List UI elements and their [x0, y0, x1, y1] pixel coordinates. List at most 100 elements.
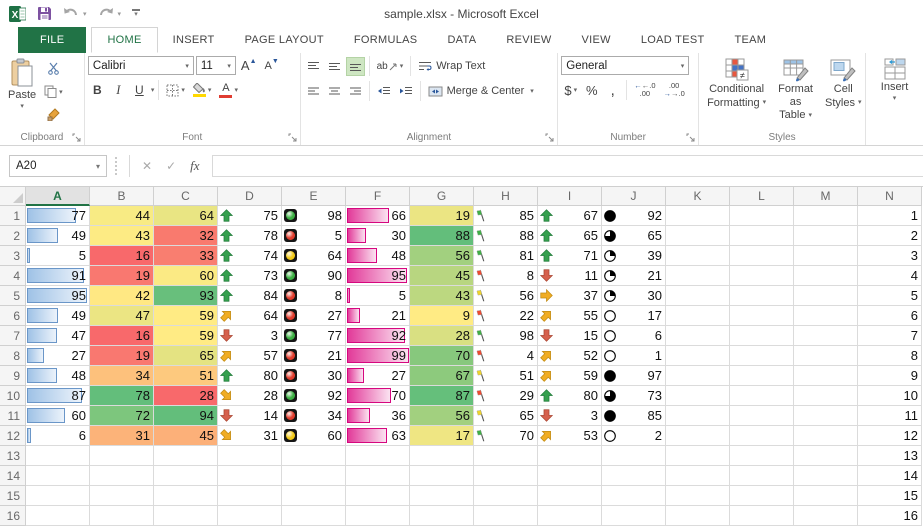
number-format-combo[interactable]: General ▾	[561, 56, 690, 75]
font-size-combo[interactable]: 11 ▾	[195, 56, 236, 75]
cell-i10[interactable]: 80	[538, 386, 602, 406]
cell-d1[interactable]: 75	[218, 206, 282, 226]
cell-f13[interactable]	[346, 446, 410, 466]
orientation-button[interactable]: ab ▾	[376, 60, 404, 72]
cell-d2[interactable]: 78	[218, 226, 282, 246]
cell-g12[interactable]: 17	[410, 426, 474, 446]
save-icon[interactable]	[37, 6, 52, 21]
row-header-11[interactable]: 11	[0, 406, 26, 426]
cell-d7[interactable]: 3	[218, 326, 282, 346]
cell-a7[interactable]: 47	[26, 326, 90, 346]
cell-l7[interactable]	[730, 326, 794, 346]
underline-button[interactable]: U	[135, 83, 144, 97]
cell-j8[interactable]: 1	[602, 346, 666, 366]
paste-dropdown-icon[interactable]: ▾	[20, 102, 24, 110]
align-right-button[interactable]	[346, 82, 365, 101]
insert-dropdown-icon[interactable]: ▾	[892, 94, 897, 102]
row-header-3[interactable]: 3	[0, 246, 26, 266]
cell-n8[interactable]: 8	[858, 346, 922, 366]
cell-k6[interactable]	[666, 306, 730, 326]
cell-g13[interactable]	[410, 446, 474, 466]
cell-a12[interactable]: 6	[26, 426, 90, 446]
cell-b15[interactable]	[90, 486, 154, 506]
row-header-2[interactable]: 2	[0, 226, 26, 246]
cell-c1[interactable]: 64	[154, 206, 218, 226]
row-header-15[interactable]: 15	[0, 486, 26, 506]
cell-f14[interactable]	[346, 466, 410, 486]
cell-e11[interactable]: 34	[282, 406, 346, 426]
cell-e12[interactable]: 60	[282, 426, 346, 446]
cell-l13[interactable]	[730, 446, 794, 466]
cell-l2[interactable]	[730, 226, 794, 246]
cell-b8[interactable]: 19	[90, 346, 154, 366]
redo-dropdown-icon[interactable]: ▾	[117, 10, 122, 18]
cell-e13[interactable]	[282, 446, 346, 466]
cell-a10[interactable]: 87	[26, 386, 90, 406]
cell-d4[interactable]: 73	[218, 266, 282, 286]
cell-h10[interactable]: 29	[474, 386, 538, 406]
chevron-down-icon[interactable]: ▾	[762, 98, 767, 106]
cell-c13[interactable]	[154, 446, 218, 466]
cell-b1[interactable]: 44	[90, 206, 154, 226]
cell-n11[interactable]: 11	[858, 406, 922, 426]
cell-k15[interactable]	[666, 486, 730, 506]
cell-l9[interactable]	[730, 366, 794, 386]
insert-cells-button[interactable]: Insert ▾	[876, 56, 914, 105]
cell-e15[interactable]	[282, 486, 346, 506]
cell-m1[interactable]	[794, 206, 858, 226]
cell-l15[interactable]	[730, 486, 794, 506]
cell-j7[interactable]: 6	[602, 326, 666, 346]
merge-center-dropdown-icon[interactable]: ▾	[530, 88, 534, 95]
cell-h3[interactable]: 81	[474, 246, 538, 266]
cell-b2[interactable]: 43	[90, 226, 154, 246]
cell-c2[interactable]: 32	[154, 226, 218, 246]
cell-f8[interactable]: 99	[346, 346, 410, 366]
cell-b11[interactable]: 72	[90, 406, 154, 426]
format-as-table-button[interactable]: Format as Table ▾	[773, 56, 818, 124]
cell-n7[interactable]: 7	[858, 326, 922, 346]
row-header-4[interactable]: 4	[0, 266, 26, 286]
cut-button[interactable]	[41, 59, 66, 78]
cell-m14[interactable]	[794, 466, 858, 486]
cell-a3[interactable]: 5	[26, 246, 90, 266]
cell-j14[interactable]	[602, 466, 666, 486]
cell-c3[interactable]: 33	[154, 246, 218, 266]
cell-m13[interactable]	[794, 446, 858, 466]
formula-input[interactable]	[212, 155, 923, 177]
row-header-16[interactable]: 16	[0, 506, 26, 526]
cell-f1[interactable]: 66	[346, 206, 410, 226]
column-header-a[interactable]: A	[26, 187, 90, 206]
cell-i3[interactable]: 71	[538, 246, 602, 266]
cell-h5[interactable]: 56	[474, 286, 538, 306]
cell-n1[interactable]: 1	[858, 206, 922, 226]
cell-l10[interactable]	[730, 386, 794, 406]
undo-icon[interactable]	[63, 7, 79, 20]
column-header-h[interactable]: H	[474, 187, 538, 206]
cell-h9[interactable]: 51	[474, 366, 538, 386]
align-center-button[interactable]	[325, 82, 344, 101]
cell-m2[interactable]	[794, 226, 858, 246]
comma-style-button[interactable]: ,	[610, 81, 615, 99]
cell-i5[interactable]: 37	[538, 286, 602, 306]
cell-n12[interactable]: 12	[858, 426, 922, 446]
cell-h8[interactable]: 4	[474, 346, 538, 366]
cell-h7[interactable]: 98	[474, 326, 538, 346]
conditional-formatting-button[interactable]: ≠ Conditional Formatting ▾	[702, 56, 771, 111]
cell-i15[interactable]	[538, 486, 602, 506]
cell-h16[interactable]	[474, 506, 538, 526]
qat-customize-icon[interactable]: ▾	[132, 9, 141, 18]
cell-d8[interactable]: 57	[218, 346, 282, 366]
tab-insert[interactable]: INSERT	[172, 34, 215, 46]
align-top-button[interactable]	[304, 57, 323, 76]
cell-k3[interactable]	[666, 246, 730, 266]
cell-e9[interactable]: 30	[282, 366, 346, 386]
cell-f9[interactable]: 27	[346, 366, 410, 386]
merge-center-button[interactable]: Merge & Center ▾	[425, 82, 537, 101]
increase-indent-button[interactable]	[396, 82, 416, 101]
cell-m10[interactable]	[794, 386, 858, 406]
tab-data[interactable]: DATA	[447, 34, 477, 46]
decrease-decimal-button[interactable]: .00 →→.0	[663, 80, 685, 98]
paste-button[interactable]: Paste ▾	[3, 56, 41, 113]
cell-e2[interactable]: 5	[282, 226, 346, 246]
formula-bar-splitter[interactable]	[115, 157, 121, 175]
